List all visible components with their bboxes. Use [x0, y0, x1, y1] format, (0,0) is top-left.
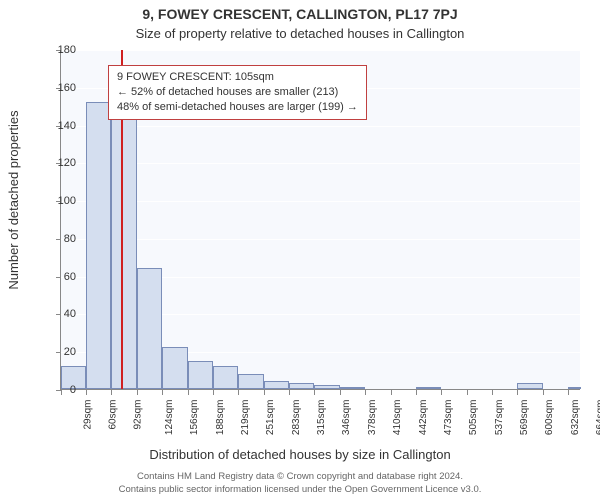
- x-tick-mark: [365, 390, 366, 395]
- annotation-line: ← 52% of detached houses are smaller (21…: [117, 85, 358, 100]
- histogram-bar: [188, 361, 213, 389]
- footer-line-1: Contains HM Land Registry data © Crown c…: [0, 471, 600, 483]
- histogram-bar: [568, 387, 581, 389]
- histogram-bar: [264, 381, 290, 389]
- x-tick-label: 29sqm: [83, 400, 94, 430]
- histogram-bar: [314, 385, 340, 389]
- x-tick-mark: [340, 390, 341, 395]
- x-tick-mark: [162, 390, 163, 395]
- x-tick-mark: [543, 390, 544, 395]
- x-tick-label: 251sqm: [265, 400, 276, 436]
- plot-area: 9 FOWEY CRESCENT: 105sqm← 52% of detache…: [60, 50, 580, 390]
- x-tick-label: 156sqm: [190, 400, 201, 436]
- y-tick-label: 100: [46, 195, 76, 207]
- chart-subtitle: Size of property relative to detached ho…: [0, 26, 600, 41]
- x-tick-label: 92sqm: [133, 400, 144, 430]
- histogram-bar: [86, 102, 112, 389]
- footer-attribution: Contains HM Land Registry data © Crown c…: [0, 471, 600, 496]
- y-tick-label: 0: [46, 384, 76, 396]
- x-tick-label: 346sqm: [341, 400, 352, 436]
- x-tick-label: 219sqm: [240, 400, 251, 436]
- x-tick-label: 473sqm: [443, 400, 454, 436]
- x-tick-mark: [137, 390, 138, 395]
- x-tick-mark: [289, 390, 290, 395]
- annotation-line: 9 FOWEY CRESCENT: 105sqm: [117, 70, 358, 85]
- annotation-line: 48% of semi-detached houses are larger (…: [117, 100, 358, 115]
- y-tick-label: 140: [46, 120, 76, 132]
- histogram-bar: [340, 387, 366, 389]
- x-tick-label: 505sqm: [468, 400, 479, 436]
- y-axis-label: Number of detached properties: [6, 21, 21, 200]
- x-tick-mark: [111, 390, 112, 395]
- x-tick-label: 410sqm: [392, 400, 403, 436]
- gridline: [61, 239, 580, 240]
- histogram-bar: [416, 387, 442, 389]
- histogram-bar: [111, 117, 137, 389]
- x-tick-label: 569sqm: [519, 400, 530, 436]
- gridline: [61, 126, 580, 127]
- y-tick-label: 80: [46, 233, 76, 245]
- x-tick-mark: [264, 390, 265, 395]
- gridline: [61, 163, 580, 164]
- y-tick-label: 180: [46, 44, 76, 56]
- x-tick-mark: [568, 390, 569, 395]
- y-tick-label: 160: [46, 82, 76, 94]
- histogram-bar: [137, 268, 163, 389]
- y-tick-label: 120: [46, 157, 76, 169]
- x-tick-label: 188sqm: [215, 400, 226, 436]
- histogram-bar: [517, 383, 543, 389]
- y-tick-label: 60: [46, 271, 76, 283]
- x-tick-mark: [213, 390, 214, 395]
- histogram-bar: [238, 374, 264, 389]
- x-tick-mark: [517, 390, 518, 395]
- chart-container: 9, FOWEY CRESCENT, CALLINGTON, PL17 7PJ …: [0, 0, 600, 500]
- x-tick-label: 283sqm: [291, 400, 302, 436]
- x-tick-label: 378sqm: [367, 400, 378, 436]
- x-tick-label: 124sqm: [164, 400, 175, 436]
- x-tick-label: 60sqm: [107, 400, 118, 430]
- histogram-bar: [162, 347, 188, 389]
- x-axis-label: Distribution of detached houses by size …: [0, 447, 600, 462]
- x-tick-label: 315sqm: [317, 400, 328, 436]
- x-tick-mark: [416, 390, 417, 395]
- x-tick-label: 537sqm: [494, 400, 505, 436]
- footer-line-2: Contains public sector information licen…: [0, 484, 600, 496]
- histogram-bar: [213, 366, 239, 389]
- x-tick-mark: [238, 390, 239, 395]
- x-tick-mark: [86, 390, 87, 395]
- gridline: [61, 50, 580, 51]
- y-tick-label: 20: [46, 346, 76, 358]
- x-tick-label: 664sqm: [595, 400, 600, 436]
- x-tick-mark: [188, 390, 189, 395]
- x-tick-mark: [467, 390, 468, 395]
- chart-title: 9, FOWEY CRESCENT, CALLINGTON, PL17 7PJ: [0, 6, 600, 22]
- x-tick-label: 600sqm: [544, 400, 555, 436]
- histogram-bar: [289, 383, 314, 389]
- x-tick-mark: [314, 390, 315, 395]
- x-tick-mark: [391, 390, 392, 395]
- y-tick-label: 40: [46, 308, 76, 320]
- x-tick-mark: [492, 390, 493, 395]
- x-tick-label: 632sqm: [570, 400, 581, 436]
- annotation-box: 9 FOWEY CRESCENT: 105sqm← 52% of detache…: [108, 65, 367, 120]
- x-tick-mark: [441, 390, 442, 395]
- x-tick-label: 442sqm: [418, 400, 429, 436]
- gridline: [61, 201, 580, 202]
